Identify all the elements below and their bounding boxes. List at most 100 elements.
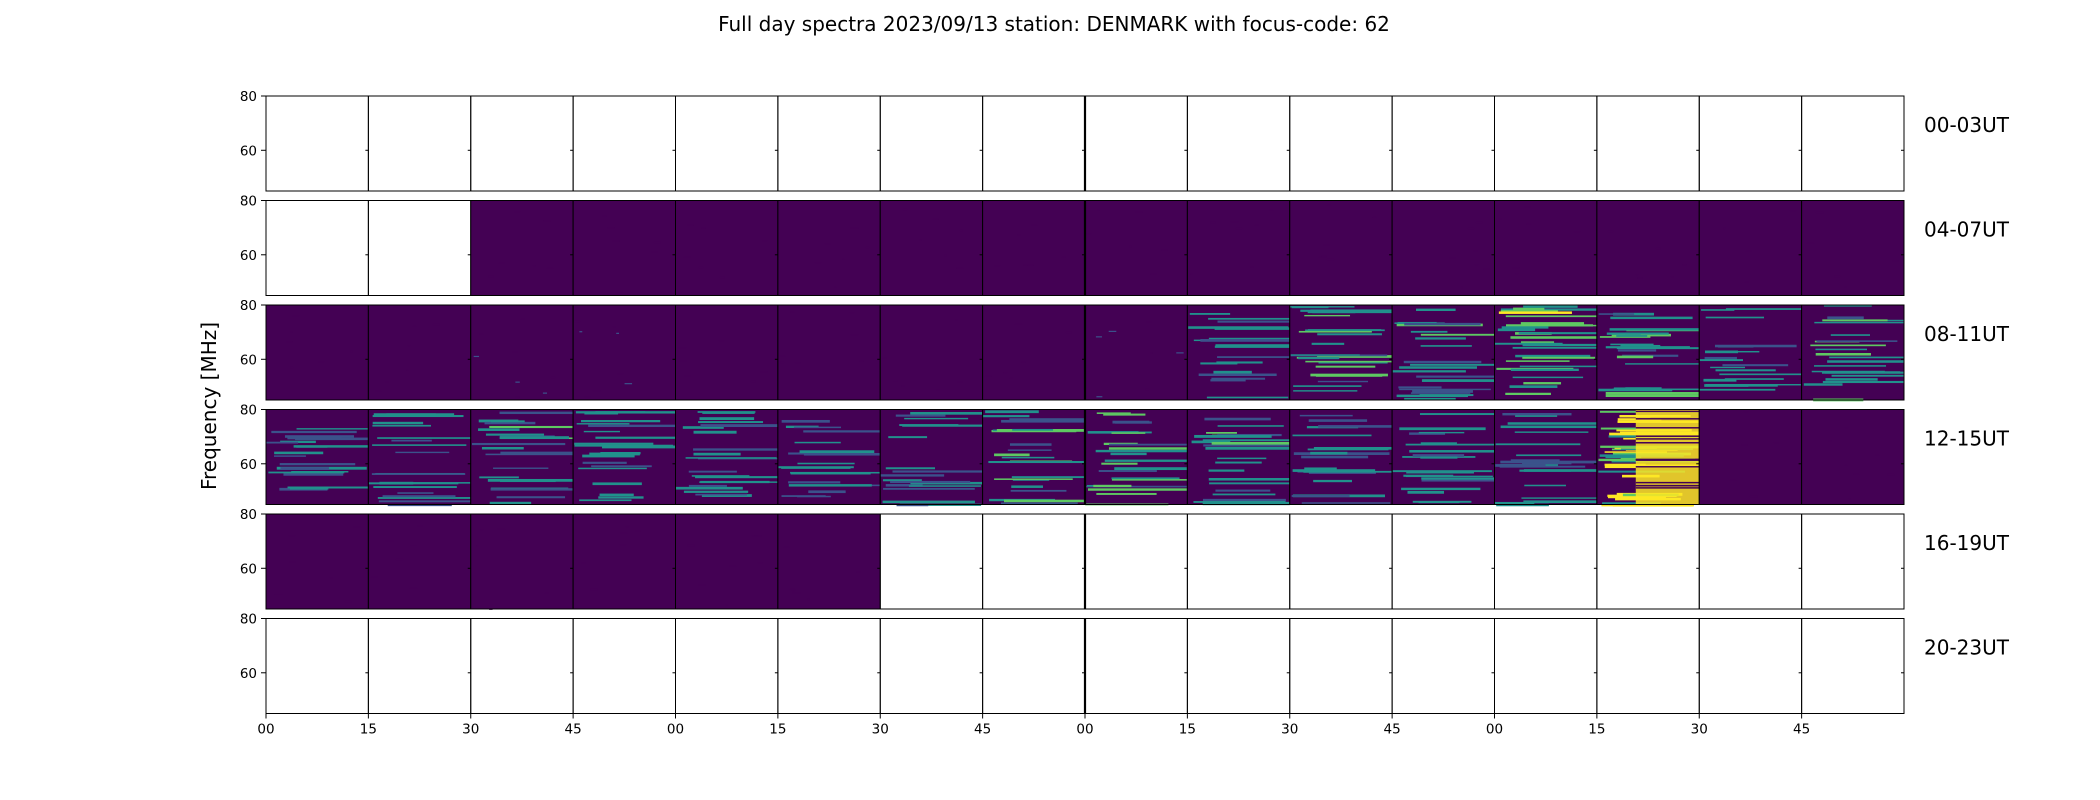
emission-streak [1467, 227, 1475, 230]
burst-line [1635, 484, 1700, 487]
panel-frame [572, 618, 676, 714]
spectrum-panel [470, 304, 574, 401]
emission-streak [701, 227, 706, 229]
emission-streak [1522, 462, 1572, 465]
emission-streak [1215, 461, 1262, 464]
emission-streak [1512, 267, 1520, 269]
spectrum-panel [675, 618, 779, 714]
emission-streak [1205, 446, 1290, 450]
spectrum-panel [1596, 409, 1700, 507]
x-tick-label: 00 [1076, 722, 1093, 738]
emission-streak [701, 494, 752, 497]
emission-streak [1522, 343, 1597, 347]
emission-streak [1292, 434, 1372, 437]
emission-streak [293, 445, 369, 448]
panel-frame [470, 618, 574, 714]
spectrum-panel [1084, 95, 1188, 192]
emission-streak [1710, 366, 1745, 369]
emission-streak [514, 211, 521, 213]
emission-streak [882, 479, 922, 482]
emission-streak [1483, 268, 1491, 270]
panel-frame [1801, 304, 1905, 401]
emission-streak [1420, 345, 1472, 347]
emission-streak [1682, 264, 1687, 266]
spectrum-panel [1596, 513, 1700, 610]
emission-streak [579, 331, 583, 333]
emission-streak [1635, 274, 1639, 276]
panel-frame [982, 618, 1086, 714]
emission-streak [1301, 502, 1391, 504]
emission-streak [676, 486, 743, 490]
spectrum-panel [265, 304, 369, 401]
emission-streak [1704, 384, 1749, 387]
emission-streak [1112, 420, 1150, 424]
emission-streak [1512, 346, 1597, 349]
emission-streak [1617, 349, 1657, 352]
spectrum-panel [1391, 304, 1495, 401]
burst-line [1635, 466, 1700, 468]
y-tick-label: 60 [240, 143, 257, 159]
emission-streak [1831, 374, 1904, 377]
emission-streak [1310, 451, 1348, 455]
emission-streak [1406, 471, 1474, 474]
spectrum-panel [470, 513, 574, 610]
panel-frame [1186, 95, 1291, 192]
emission-streak [885, 467, 936, 470]
spectrum-panel [572, 95, 676, 192]
emission-streak [1510, 368, 1579, 371]
emission-streak [936, 389, 940, 391]
x-tick-label: 30 [462, 722, 479, 738]
emission-streak [1815, 353, 1871, 356]
emission-streak [488, 275, 494, 278]
emission-streak [1718, 350, 1760, 353]
emission-streak [1399, 427, 1486, 431]
emission-streak [515, 396, 520, 398]
emission-streak [902, 424, 983, 427]
panel-frame [1801, 200, 1905, 296]
emission-streak [1087, 488, 1188, 491]
spectrum-panel [1084, 200, 1188, 296]
panel-background [368, 305, 471, 400]
emission-streak [573, 320, 581, 323]
emission-streak [1215, 344, 1290, 347]
emission-streak [1510, 336, 1597, 339]
spectrum-panel [879, 618, 984, 714]
emission-streak [582, 454, 635, 458]
emission-streak [582, 461, 627, 464]
emission-streak [490, 420, 525, 423]
emission-streak [378, 500, 471, 503]
spectrum-panel [1596, 304, 1700, 401]
y-tick-label: 60 [240, 561, 257, 577]
emission-streak [1828, 440, 1832, 442]
emission-streak [687, 224, 694, 226]
emission-streak [1321, 255, 1327, 257]
emission-streak [498, 262, 505, 264]
spectrum-panel [1084, 304, 1188, 401]
emission-streak [1497, 328, 1536, 332]
emission-streak [994, 453, 1030, 457]
emission-streak [471, 442, 566, 446]
emission-streak [290, 331, 293, 333]
emission-streak [409, 587, 418, 589]
panel-background [675, 514, 778, 609]
emission-streak [1767, 501, 1773, 503]
emission-streak [296, 428, 368, 430]
emission-streak [1213, 370, 1252, 374]
emission-streak [700, 424, 778, 428]
emission-streak [789, 588, 796, 590]
emission-streak [1460, 286, 1463, 289]
emission-streak [1216, 361, 1263, 364]
emission-streak [268, 471, 345, 474]
spectrum-panel [777, 513, 881, 610]
emission-streak [788, 452, 863, 455]
panel-background [1289, 200, 1393, 296]
emission-streak [1515, 273, 1519, 275]
emission-streak [1211, 441, 1290, 445]
spectrum-panel [1084, 409, 1188, 506]
emission-streak [395, 558, 404, 561]
spectrum-panel [367, 200, 472, 296]
y-tick-label: 60 [240, 457, 257, 473]
emission-streak [287, 436, 342, 440]
emission-streak [1715, 369, 1776, 372]
emission-streak [274, 455, 306, 457]
